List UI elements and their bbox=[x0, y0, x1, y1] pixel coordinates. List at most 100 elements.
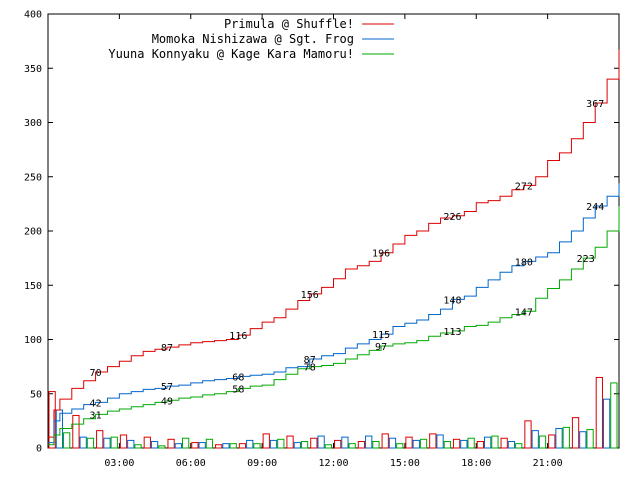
point-label: 113 bbox=[443, 327, 461, 338]
hourly-bar bbox=[277, 438, 285, 449]
point-label: 49 bbox=[161, 396, 173, 407]
y-tick-label: 50 bbox=[30, 389, 42, 400]
hourly-bar bbox=[396, 443, 404, 449]
hourly-bar bbox=[484, 436, 492, 449]
point-label: 367 bbox=[586, 99, 604, 110]
point-label: 272 bbox=[515, 181, 533, 192]
hourly-bar bbox=[348, 443, 356, 449]
hourly-bar bbox=[119, 434, 128, 449]
hourly-bar bbox=[215, 444, 223, 449]
hourly-bar bbox=[96, 430, 104, 449]
plot-border bbox=[47, 13, 620, 449]
point-label: 97 bbox=[375, 342, 387, 353]
x-tick-label: 03:00 bbox=[104, 458, 134, 469]
hourly-bar bbox=[222, 443, 230, 449]
point-label: 226 bbox=[443, 212, 461, 223]
hourly-bar bbox=[341, 436, 349, 449]
point-label: 42 bbox=[90, 398, 102, 409]
hourly-bar bbox=[334, 439, 342, 449]
hourly-bar bbox=[63, 432, 71, 449]
hourly-bar bbox=[246, 439, 254, 449]
hourly-bar bbox=[467, 437, 475, 449]
series-line bbox=[48, 206, 620, 446]
hourly-bar bbox=[491, 435, 499, 449]
x-tick-label: 12:00 bbox=[318, 458, 348, 469]
hourly-bar bbox=[127, 439, 135, 449]
point-label: 156 bbox=[301, 290, 319, 301]
x-tick-label: 21:00 bbox=[533, 458, 563, 469]
hourly-bar bbox=[381, 433, 389, 449]
hourly-bar bbox=[548, 434, 556, 449]
point-label: 78 bbox=[304, 363, 316, 374]
hourly-bars bbox=[48, 376, 618, 449]
hourly-bar bbox=[198, 442, 206, 449]
hourly-bar bbox=[610, 382, 618, 449]
hourly-bar bbox=[262, 433, 270, 449]
cumulative-lines bbox=[48, 49, 620, 446]
y-tick-label: 300 bbox=[24, 118, 42, 129]
hourly-bar bbox=[72, 414, 80, 449]
hourly-bar bbox=[269, 439, 278, 449]
x-tick-label: 18:00 bbox=[461, 458, 491, 469]
hourly-bar bbox=[181, 437, 190, 449]
hourly-bar bbox=[79, 436, 87, 449]
series-line bbox=[48, 183, 620, 444]
point-label: 87 bbox=[161, 343, 173, 354]
legend: Primula @ Shuffle!Momoka Nishizawa @ Sgt… bbox=[108, 17, 394, 61]
y-tick-label: 200 bbox=[24, 227, 42, 238]
hourly-bar bbox=[324, 444, 333, 449]
hourly-bar bbox=[586, 429, 594, 449]
plot-frame bbox=[47, 13, 620, 449]
series-line bbox=[48, 49, 620, 438]
y-tick-label: 400 bbox=[24, 10, 42, 21]
hourly-bar bbox=[436, 434, 444, 449]
hourly-bar bbox=[150, 440, 159, 449]
point-label: 180 bbox=[515, 257, 533, 268]
hourly-bar bbox=[571, 417, 580, 449]
x-tick-label: 15:00 bbox=[390, 458, 420, 469]
hourly-bar bbox=[174, 443, 182, 449]
point-label: 116 bbox=[229, 331, 247, 342]
hourly-bar bbox=[515, 443, 523, 449]
legend-label: Primula @ Shuffle! bbox=[224, 17, 354, 31]
hourly-bar bbox=[524, 420, 532, 449]
hourly-bar bbox=[110, 436, 118, 449]
point-label: 68 bbox=[232, 372, 244, 383]
hourly-bar bbox=[229, 443, 237, 449]
y-tick-label: 100 bbox=[24, 335, 42, 346]
hourly-bar bbox=[191, 442, 199, 449]
hourly-bar bbox=[357, 440, 366, 449]
hourly-bar bbox=[538, 435, 547, 449]
hourly-bar bbox=[253, 443, 261, 449]
series-point-labels: 70 87 116 156 196 226 272 367 42 57 68 87 115 148 180 2… bbox=[90, 99, 605, 421]
hourly-bar bbox=[500, 437, 508, 449]
x-axis: 03:00 06:00 09:00 12:00 15:00 18:00 21:00 bbox=[104, 14, 563, 469]
point-label: 31 bbox=[90, 410, 102, 421]
point-label: 70 bbox=[90, 368, 102, 379]
hourly-bar bbox=[158, 445, 166, 449]
hourly-bar bbox=[205, 438, 214, 449]
hourly-bar bbox=[412, 439, 420, 449]
hourly-bar bbox=[300, 440, 309, 449]
hourly-bar bbox=[443, 440, 451, 449]
y-tick-label: 150 bbox=[24, 281, 42, 292]
legend-label: Yuuna Konnyaku @ Kage Kara Mamoru! bbox=[108, 47, 354, 61]
hourly-bar bbox=[579, 431, 587, 449]
x-tick-label: 06:00 bbox=[176, 458, 206, 469]
y-axis: 0 50 100 150 200 250 300 350 400 bbox=[24, 10, 619, 455]
y-tick-label: 350 bbox=[24, 64, 42, 75]
point-label: 147 bbox=[515, 307, 533, 318]
hourly-bar bbox=[419, 438, 428, 449]
point-label: 58 bbox=[232, 384, 244, 395]
point-label: 223 bbox=[577, 254, 595, 265]
hourly-bar bbox=[388, 437, 397, 449]
y-tick-label: 0 bbox=[36, 444, 42, 455]
hourly-bar bbox=[103, 437, 111, 449]
hourly-bar bbox=[317, 435, 325, 449]
hourly-bar bbox=[555, 427, 563, 449]
hourly-bar bbox=[452, 438, 461, 449]
hourly-bar bbox=[602, 398, 611, 449]
hourly-bar bbox=[595, 376, 603, 449]
hourly-bar bbox=[310, 437, 318, 449]
x-tick-label: 09:00 bbox=[247, 458, 277, 469]
